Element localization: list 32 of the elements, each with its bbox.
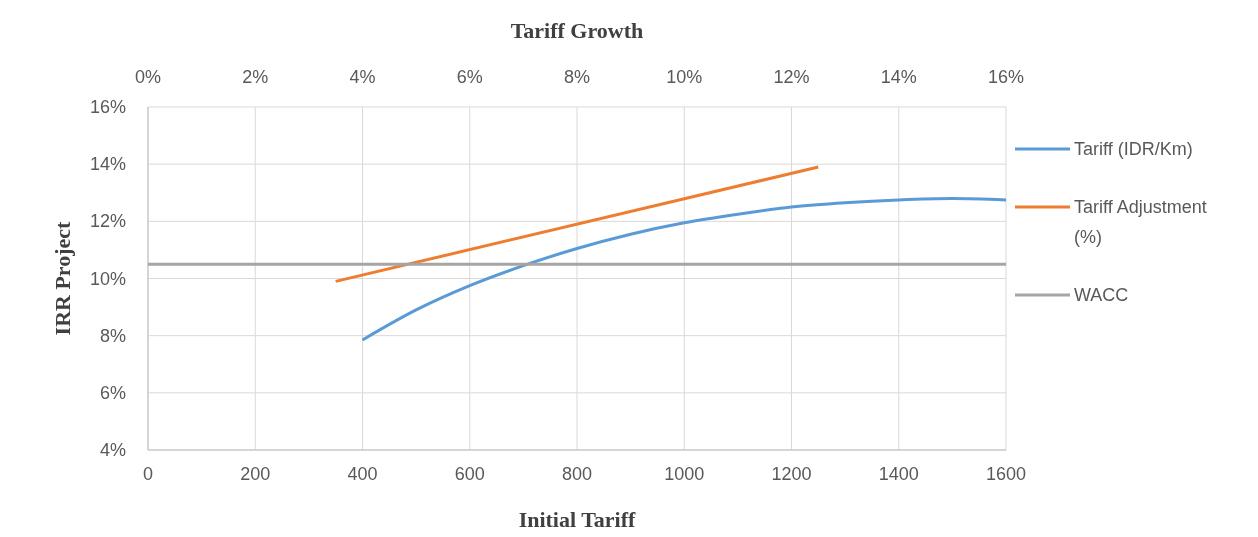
- x2-tick-label: 12%: [773, 67, 810, 87]
- x-tick-label: 0: [142, 464, 154, 484]
- x-tick-label: 400: [347, 464, 378, 484]
- y-tick-label: 8%: [99, 325, 126, 346]
- x2-axis-title: Tariff Growth: [510, 18, 644, 43]
- x2-tick-label: 0%: [134, 67, 162, 87]
- x2-tick-label: 4%: [349, 67, 376, 87]
- line-series: [361, 196, 1008, 342]
- legend-label: Tariff (IDR/Km): [1074, 139, 1193, 159]
- x2-tick-label: 14%: [880, 67, 917, 87]
- y-tick-label: 10%: [89, 268, 126, 289]
- x2-tick-label: 16%: [987, 67, 1025, 87]
- x-tick-label: 1200: [771, 464, 812, 484]
- y-tick-label: 14%: [89, 154, 126, 175]
- x-tick-label: 1400: [878, 464, 919, 484]
- x-axis-title: Initial Tariff: [518, 507, 637, 532]
- x2-tick-label: 2%: [242, 67, 269, 87]
- y-tick-label: 6%: [99, 382, 126, 403]
- legend-label: WACC: [1074, 285, 1129, 305]
- y-tick-label: 12%: [89, 211, 126, 232]
- x2-tick-label: 10%: [666, 67, 703, 87]
- y-axis-title: IRR Project: [50, 220, 75, 336]
- x-tick-label: 600: [454, 464, 485, 484]
- x-tick-label: 800: [561, 464, 593, 484]
- legend-label: Tariff Adjustment (%): [1074, 197, 1207, 247]
- x-tick-label: 1600: [985, 464, 1027, 484]
- x2-tick-label: 6%: [456, 67, 483, 87]
- x-tick-label: 200: [240, 464, 271, 484]
- x2-tick-label: 8%: [563, 67, 591, 87]
- y-tick-label: 4%: [99, 440, 126, 460]
- y-tick-label: 16%: [89, 97, 126, 117]
- x-tick-label: 1000: [664, 464, 705, 484]
